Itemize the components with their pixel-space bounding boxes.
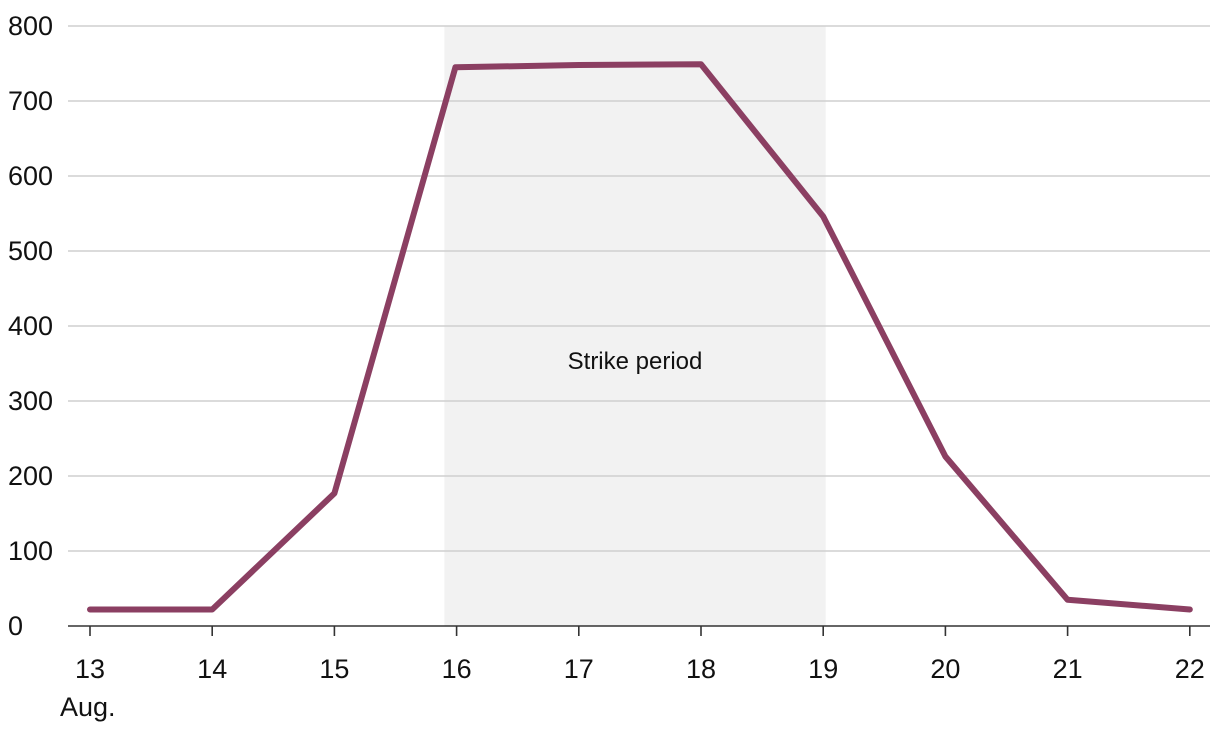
x-month-label: Aug. [60,692,116,722]
y-tick-label: 300 [8,386,53,416]
label-layer: Strike period 0 100 200 300 400 500 600 700 800 13… [8,11,1205,722]
y-tick-label: 700 [8,86,53,116]
y-tick-label: 800 [8,11,53,41]
x-tick-label: 20 [930,654,960,684]
series-line [87,61,1193,613]
series-layer [87,61,1193,613]
x-tick-label: 21 [1053,654,1083,684]
x-tick-label: 13 [75,654,105,684]
strike-period-label: Strike period [568,348,703,375]
x-tick-label: 18 [686,654,716,684]
y-tick-label: 100 [8,536,53,566]
y-tick-label: 500 [8,236,53,266]
axis-layer [68,625,1210,636]
x-tick-label: 22 [1175,654,1205,684]
x-tick-label: 17 [564,654,594,684]
y-tick-label: 400 [8,311,53,341]
x-tick-label: 16 [442,654,472,684]
x-tick-label: 14 [197,654,227,684]
y-tick-label: 200 [8,461,53,491]
x-tick-label: 19 [808,654,838,684]
grid-layer [68,25,1210,552]
y-tick-label: 0 [8,611,23,641]
x-tick-label: 15 [319,654,349,684]
y-tick-label: 600 [8,161,53,191]
